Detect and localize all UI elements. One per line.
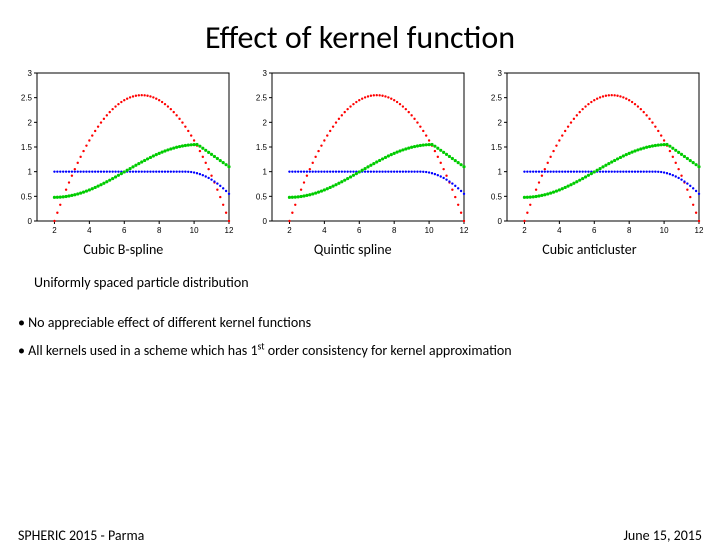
svg-text:0.5: 0.5 [491, 192, 503, 201]
svg-text:6: 6 [592, 226, 597, 235]
svg-text:12: 12 [694, 226, 703, 235]
svg-text:12: 12 [460, 226, 469, 235]
svg-text:0: 0 [28, 217, 33, 226]
svg-text:0: 0 [497, 217, 502, 226]
svg-text:3: 3 [263, 69, 268, 78]
footer: SPHERIC 2015 - Parma June 15, 2015 [18, 527, 702, 544]
caption-2: Cubic anticluster [542, 241, 636, 258]
svg-text:1: 1 [28, 168, 33, 177]
subtitle: Uniformly spaced particle distribution [34, 274, 720, 291]
svg-text:12: 12 [225, 226, 234, 235]
svg-text:10: 10 [190, 226, 199, 235]
svg-text:2: 2 [28, 118, 33, 127]
svg-text:6: 6 [122, 226, 127, 235]
svg-text:4: 4 [557, 226, 562, 235]
svg-text:6: 6 [357, 226, 362, 235]
bullet-1: • All kernels used in a scheme which has… [18, 337, 720, 365]
svg-text:4: 4 [322, 226, 327, 235]
caption-1: Quintic spline [314, 241, 392, 258]
chart-cubic-bspline: 0 0.5 1 1.5 2 2.5 3 2 4 6 8 10 12 [15, 67, 235, 237]
svg-text:0: 0 [263, 217, 268, 226]
bullet-0: • No appreciable effect of different ker… [18, 309, 720, 337]
svg-text:8: 8 [627, 226, 632, 235]
svg-text:2: 2 [53, 226, 58, 235]
svg-text:10: 10 [659, 226, 668, 235]
page-title: Effect of kernel function [0, 18, 720, 57]
svg-text:1.5: 1.5 [21, 143, 33, 152]
svg-text:2: 2 [522, 226, 527, 235]
svg-text:2.5: 2.5 [256, 94, 268, 103]
footer-right: June 15, 2015 [623, 527, 702, 544]
footer-left: SPHERIC 2015 - Parma [18, 527, 144, 544]
svg-text:2: 2 [263, 118, 268, 127]
svg-text:0.5: 0.5 [256, 192, 268, 201]
svg-text:3: 3 [28, 69, 33, 78]
chart-captions: Cubic B-spline Quintic spline Cubic anti… [0, 241, 720, 258]
svg-text:2: 2 [497, 118, 502, 127]
svg-text:3: 3 [497, 69, 502, 78]
svg-text:8: 8 [157, 226, 162, 235]
svg-text:4: 4 [87, 226, 92, 235]
svg-text:1: 1 [497, 168, 502, 177]
charts-row: 00.511.522.5324681012 00.511.522.5324681… [0, 67, 720, 237]
chart-quintic-spline: 0 0.5 1 1.5 2 2.5 3 2 4 6 8 10 12 [250, 67, 470, 237]
svg-text:1: 1 [263, 168, 268, 177]
svg-text:2: 2 [287, 226, 292, 235]
bullet-list: • No appreciable effect of different ker… [18, 309, 720, 365]
caption-0: Cubic B-spline [83, 241, 163, 258]
svg-text:10: 10 [425, 226, 434, 235]
svg-text:2.5: 2.5 [21, 94, 33, 103]
svg-text:2.5: 2.5 [491, 94, 503, 103]
svg-text:1.5: 1.5 [491, 143, 503, 152]
svg-text:1.5: 1.5 [256, 143, 268, 152]
svg-text:0.5: 0.5 [21, 192, 33, 201]
svg-text:8: 8 [392, 226, 397, 235]
chart-cubic-anticluster: 0 0.5 1 1.5 2 2.5 3 2 4 6 8 10 12 [485, 67, 705, 237]
